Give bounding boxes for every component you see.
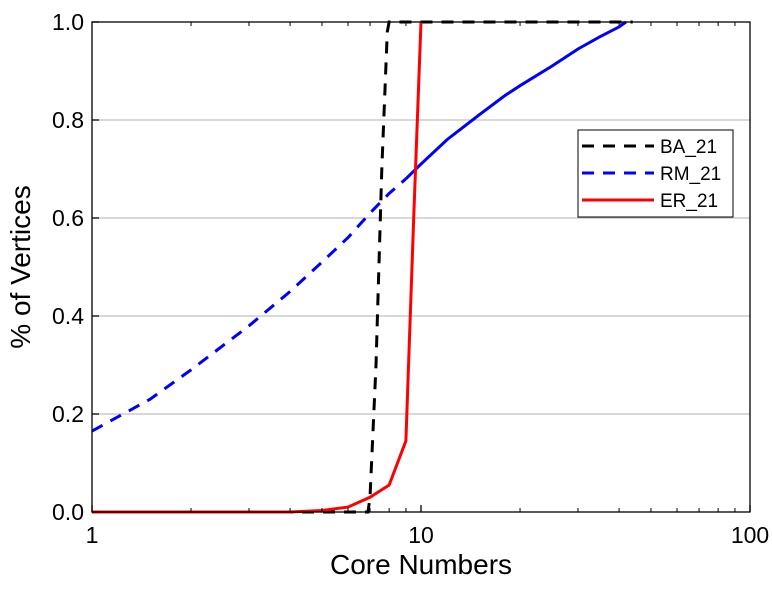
x-tick-label: 10	[408, 522, 434, 548]
y-tick-label: 0.4	[52, 303, 84, 329]
series-line	[404, 20, 627, 180]
legend-label: RM_21	[660, 164, 721, 185]
y-tick-label: 1.0	[52, 9, 84, 35]
y-tick-label: 0.8	[52, 107, 84, 133]
x-tick-label: 1	[86, 522, 99, 548]
series-BA_21	[92, 20, 633, 514]
legend: BA_21 RM_21 ER_21	[577, 129, 734, 218]
series-layer	[91, 20, 633, 514]
series-RM_21	[91, 20, 627, 433]
series-line	[92, 20, 633, 514]
series-line	[91, 177, 407, 433]
y-axis-label: % of Vertices	[5, 185, 36, 348]
legend-label: BA_21	[660, 137, 717, 158]
plot-frame	[91, 21, 751, 513]
series-line	[92, 21, 423, 514]
y-tick-label: 0.6	[52, 205, 84, 231]
legend-label: ER_21	[660, 191, 718, 212]
x-axis-label: Core Numbers	[330, 549, 512, 580]
grid-layer	[92, 119, 750, 415]
series-ER_21	[92, 21, 423, 514]
y-tick-label: 0.0	[52, 499, 84, 525]
y-tick-label: 0.2	[52, 401, 84, 427]
tick-layer: 0.0 0.2 0.4 0.6 0.8 1.0 1 10 100	[52, 9, 769, 548]
x-tick-label: 100	[731, 522, 769, 548]
